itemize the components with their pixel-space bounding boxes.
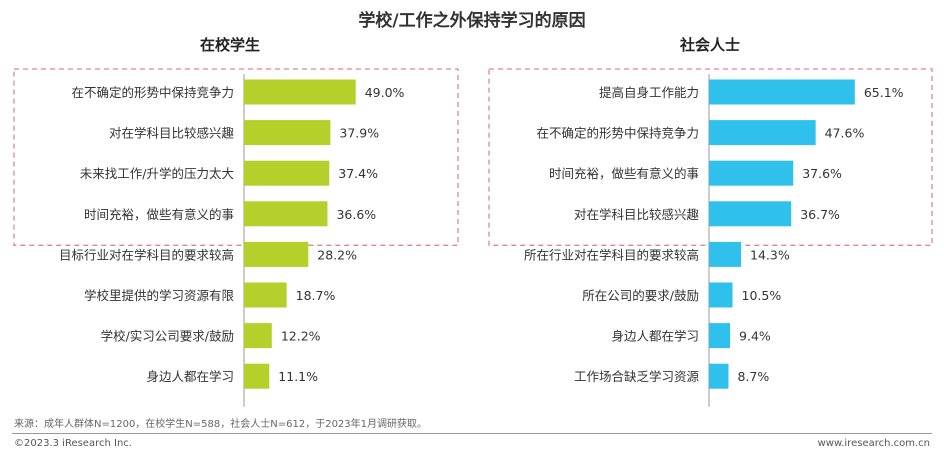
students-category-label-6: 学校里提供的学习资源有限 <box>84 288 235 303</box>
students-category-label-5: 目标行业对在学科目的要求较高 <box>59 247 234 262</box>
students-value-label-8: 11.1% <box>278 369 318 384</box>
students-bar-8 <box>244 363 270 389</box>
workers-value-label-5: 14.3% <box>750 247 790 262</box>
workers-value-label-3: 37.6% <box>802 166 842 181</box>
workers-value-label-8: 8.7% <box>737 369 769 384</box>
workers-bar-3 <box>709 160 794 186</box>
copyright: ©2023.3 iResearch Inc. <box>14 438 132 449</box>
workers-value-label-4: 36.7% <box>800 207 840 222</box>
workers-bar-4 <box>709 201 792 227</box>
students-value-label-6: 18.7% <box>296 288 336 303</box>
workers-category-label-2: 在不确定的形势中保持竞争力 <box>536 126 699 141</box>
workers-bar-6 <box>709 282 733 308</box>
workers-value-label-2: 47.6% <box>825 126 865 141</box>
workers-category-label-7: 身边人都在学习 <box>611 329 699 344</box>
workers-category-label-4: 对在学科目比较感兴趣 <box>574 207 700 222</box>
source-note: 来源：成年人群体N=1200，在校学生N=588，社会人士N=612，于2023… <box>14 419 428 430</box>
students-bar-1 <box>244 79 356 105</box>
students-value-label-3: 37.4% <box>338 166 378 181</box>
students-category-label-4: 时间充裕，做些有意义的事 <box>84 207 234 222</box>
workers-bar-5 <box>709 241 742 267</box>
students-category-label-3: 未来找工作/升学的压力太大 <box>80 166 234 181</box>
workers-value-label-7: 9.4% <box>739 329 771 344</box>
workers-category-label-1: 提高自身工作能力 <box>599 85 699 100</box>
students-bar-4 <box>244 201 328 227</box>
workers-panel-title: 社会人士 <box>679 36 740 54</box>
students-bar-6 <box>244 282 287 308</box>
students-panel-title: 在校学生 <box>199 36 260 54</box>
website: www.iresearch.com.cn <box>817 438 930 449</box>
students-bar-2 <box>244 120 331 146</box>
students-category-label-2: 对在学科目比较感兴趣 <box>109 126 235 141</box>
students-category-label-8: 身边人都在学习 <box>146 369 234 384</box>
workers-bar-7 <box>709 323 731 349</box>
students-bar-5 <box>244 241 309 267</box>
chart-title: 学校/工作之外保持学习的原因 <box>358 11 586 31</box>
students-bar-3 <box>244 160 330 186</box>
workers-bar-2 <box>709 120 816 146</box>
workers-category-label-6: 所在公司的要求/鼓励 <box>582 288 699 303</box>
students-category-label-1: 在不确定的形势中保持竞争力 <box>71 85 234 100</box>
students-highlight-box <box>13 68 459 246</box>
workers-value-label-6: 10.5% <box>742 288 782 303</box>
students-value-label-4: 36.6% <box>336 207 376 222</box>
workers-value-label-1: 65.1% <box>864 85 904 100</box>
workers-category-label-5: 所在行业对在学科目的要求较高 <box>524 247 699 262</box>
students-category-label-7: 学校/实习公司要求/鼓励 <box>101 329 234 344</box>
footer-divider <box>12 433 932 434</box>
students-value-label-1: 49.0% <box>365 85 405 100</box>
students-value-label-5: 28.2% <box>317 247 357 262</box>
students-value-label-7: 12.2% <box>281 329 321 344</box>
workers-bar-8 <box>709 363 729 389</box>
workers-category-label-3: 时间充裕，做些有意义的事 <box>549 166 699 181</box>
students-value-label-2: 37.9% <box>339 126 379 141</box>
workers-bar-1 <box>709 79 855 105</box>
students-bar-7 <box>244 323 272 349</box>
workers-category-label-8: 工作场合缺乏学习资源 <box>574 369 700 384</box>
